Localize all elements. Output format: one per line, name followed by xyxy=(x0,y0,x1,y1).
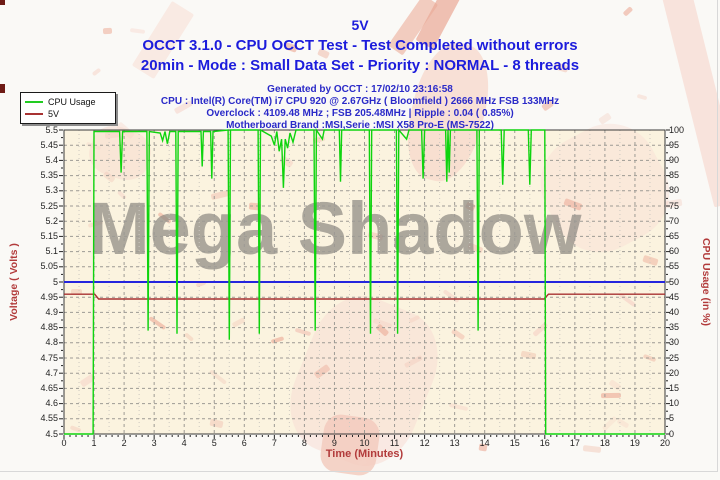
watermark-corner-mark xyxy=(0,84,5,93)
x-tick-label: 1 xyxy=(91,438,97,448)
x-tick-label: 13 xyxy=(449,438,460,448)
cpu-info-line: CPU : Intel(R) Core(TM) i7 CPU 920 @ 2.6… xyxy=(160,96,560,107)
x-tick-label: 10 xyxy=(359,438,370,448)
y-right-tick-label: 45 xyxy=(669,291,680,302)
image-frame-edge xyxy=(717,0,718,472)
image-frame-edge xyxy=(0,471,718,472)
y-left-tick-label: 5.4 xyxy=(45,154,58,165)
cpu-usage-line-swatch xyxy=(25,101,43,103)
x-tick-label: 8 xyxy=(301,438,307,448)
test-config-title: 20min - Mode : Small Data Set - Priority… xyxy=(140,57,580,74)
y-right-tick-label: 25 xyxy=(669,352,680,363)
y-right-tick-label: 95 xyxy=(669,139,680,150)
y-left-tick-label: 5.2 xyxy=(45,215,58,226)
test-result-title: OCCT 3.1.0 - CPU OCCT Test - Test Comple… xyxy=(142,37,578,54)
y-right-tick-label: 55 xyxy=(669,261,680,272)
y-left-tick-label: 5.45 xyxy=(40,139,58,150)
x-tick-label: 6 xyxy=(241,438,247,448)
legend-label: CPU Usage xyxy=(48,97,96,107)
legend-label: 5V xyxy=(48,109,60,119)
y-right-tick-label: 50 xyxy=(669,276,680,287)
y-right-tick-label: 85 xyxy=(669,170,680,181)
x-tick-label: 7 xyxy=(271,438,277,448)
y-right-tick-label: 35 xyxy=(669,322,680,333)
x-tick-label: 19 xyxy=(629,438,640,448)
y-right-tick-label: 5 xyxy=(669,413,675,424)
x-tick-label: 9 xyxy=(331,438,337,448)
x-tick-label: 18 xyxy=(599,438,610,448)
x-tick-label: 14 xyxy=(479,438,490,448)
y-left-tick-label: 4.9 xyxy=(45,306,58,317)
x-tick-label: 0 xyxy=(61,438,67,448)
y-left-tick-label: 4.65 xyxy=(40,382,58,393)
graph-title: 5V xyxy=(351,17,369,33)
y-right-tick-label: 70 xyxy=(669,215,680,226)
y-left-tick-label: 5.5 xyxy=(45,124,58,135)
x-tick-label: 15 xyxy=(509,438,520,448)
x-tick-label: 5 xyxy=(211,438,217,448)
y-left-tick-label: 5.3 xyxy=(45,185,58,196)
y-right-tick-label: 40 xyxy=(669,306,680,317)
overclock-info-line: Overclock : 4109.48 MHz ; FSB 205.48MHz … xyxy=(206,108,514,119)
y-left-tick-label: 5 xyxy=(52,276,58,287)
y-right-tick-label: 20 xyxy=(669,367,680,378)
generated-by-line: Generated by OCCT : 17/02/10 23:16:58 xyxy=(267,84,453,95)
legend-item-cpu-usage: CPU Usage xyxy=(25,96,111,108)
y-left-tick-label: 4.95 xyxy=(40,291,58,302)
y-left-tick-label: 4.8 xyxy=(45,337,58,348)
motherboard-info-line: Motherboard Brand :MSI,Serie :MSI X58 Pr… xyxy=(226,120,494,131)
y-left-tick-label: 5.1 xyxy=(45,246,58,257)
x-tick-label: 16 xyxy=(539,438,550,448)
y-right-tick-label: 0 xyxy=(669,428,675,439)
x-tick-label: 12 xyxy=(419,438,430,448)
y-left-tick-label: 5.15 xyxy=(40,230,58,241)
y-left-tick-label: 4.55 xyxy=(40,413,58,424)
y-left-tick-label: 5.05 xyxy=(40,261,58,272)
y-left-tick-label: 4.75 xyxy=(40,352,58,363)
y-left-tick-label: 4.85 xyxy=(40,322,58,333)
y-left-tick-label: 4.6 xyxy=(45,398,58,409)
legend-item-5v: 5V xyxy=(25,108,111,120)
x-axis-title: Time (Minutes) xyxy=(325,448,404,460)
five-v-line-swatch xyxy=(25,113,43,115)
x-tick-label: 4 xyxy=(181,438,187,448)
x-tick-label: 20 xyxy=(659,438,670,448)
y-left-tick-label: 5.25 xyxy=(40,200,58,211)
y-axis-right-title: CPU Usage (in %) xyxy=(700,237,712,327)
y-left-tick-label: 4.7 xyxy=(45,367,58,378)
y-right-tick-label: 80 xyxy=(669,185,680,196)
y-right-tick-label: 65 xyxy=(669,230,680,241)
x-tick-label: 3 xyxy=(151,438,157,448)
y-right-tick-label: 90 xyxy=(669,154,680,165)
legend: CPU Usage 5V xyxy=(20,92,116,124)
watermark-corner-mark xyxy=(0,0,5,5)
y-right-tick-label: 30 xyxy=(669,337,680,348)
y-right-tick-label: 10 xyxy=(669,398,680,409)
y-right-tick-label: 15 xyxy=(669,382,680,393)
x-tick-label: 2 xyxy=(121,438,127,448)
y-right-tick-label: 60 xyxy=(669,246,680,257)
y-right-tick-label: 75 xyxy=(669,200,680,211)
y-right-tick-label: 100 xyxy=(669,124,685,135)
y-left-tick-label: 5.35 xyxy=(40,170,58,181)
y-left-tick-label: 4.5 xyxy=(45,428,58,439)
x-tick-label: 17 xyxy=(569,438,580,448)
x-tick-label: 11 xyxy=(389,438,400,448)
